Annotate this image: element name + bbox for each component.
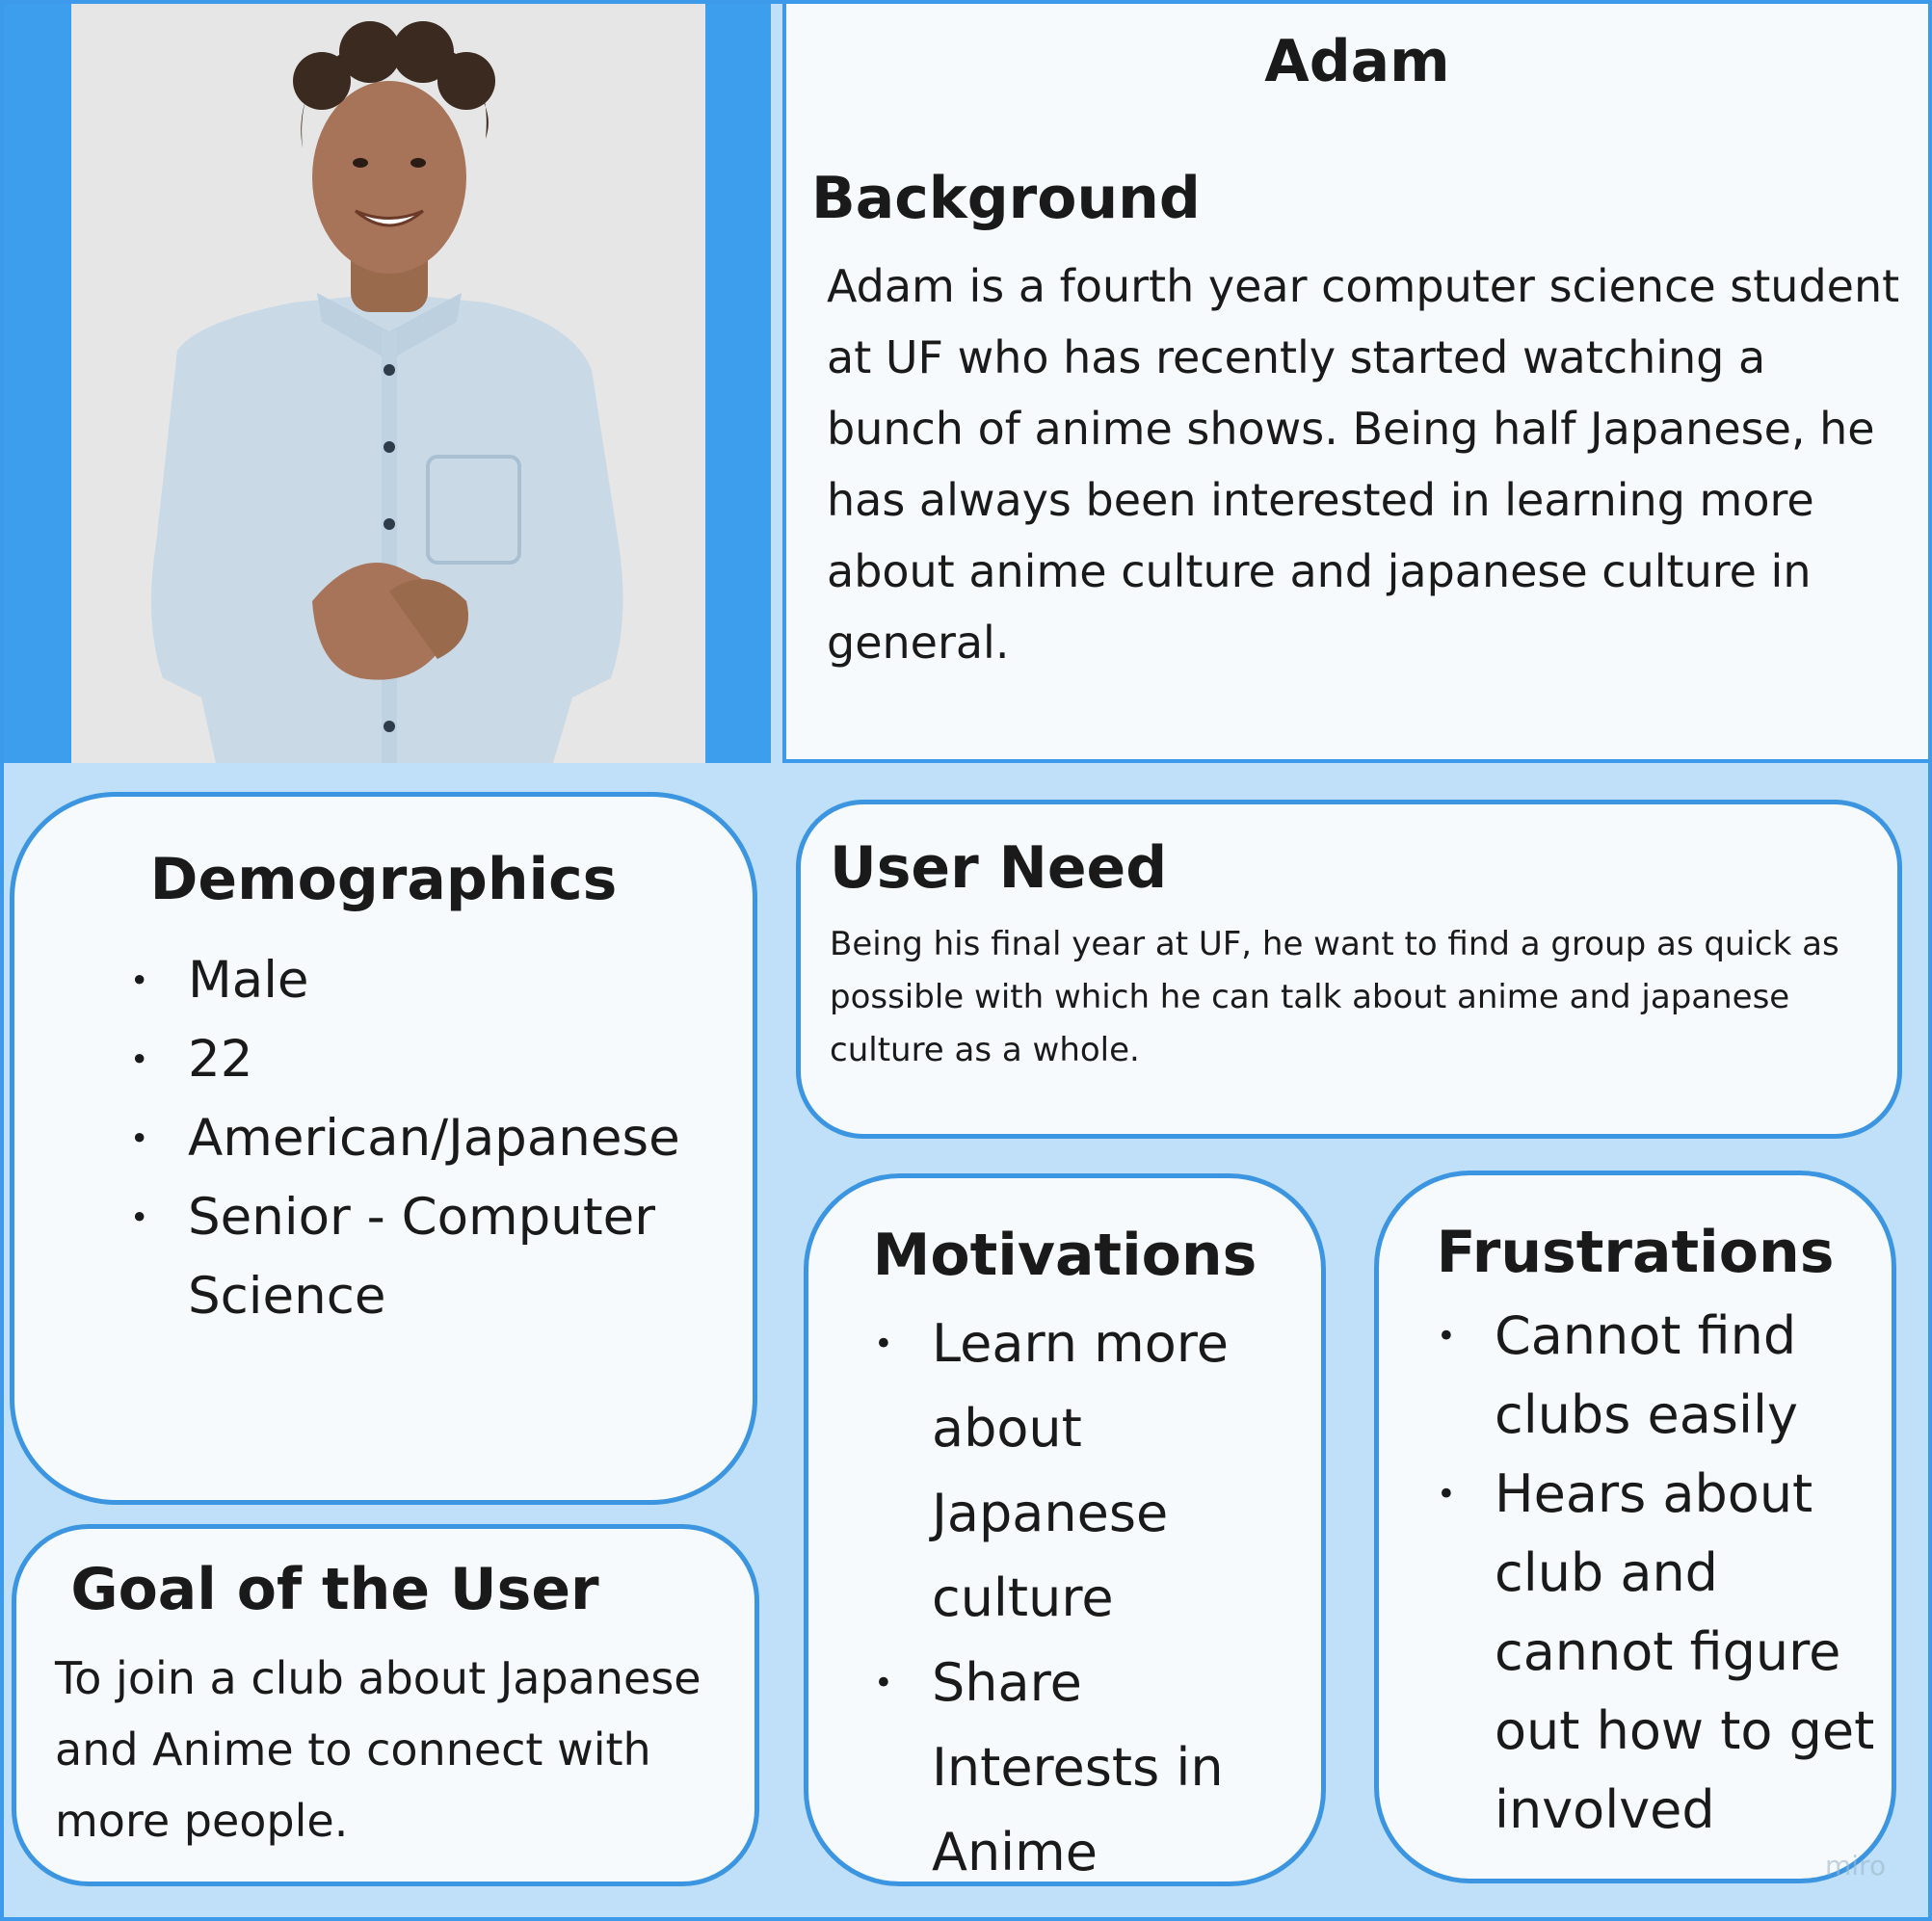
goal-card: Goal of the User To join a club about Ja…	[12, 1524, 759, 1886]
demographics-card: Demographics Male 22 American/Japanese S…	[10, 792, 757, 1505]
photo-frame	[4, 4, 771, 763]
frustrations-heading: Frustrations	[1436, 1219, 1835, 1286]
frustrations-card: Frustrations Cannot find clubs easily He…	[1374, 1171, 1896, 1883]
watermark: miro	[1825, 1850, 1887, 1882]
goal-text: To join a club about Japanese and Anime …	[55, 1652, 701, 1847]
user-need-text: Being his final year at UF, he want to f…	[830, 925, 1839, 1069]
demographics-list: Male 22 American/Japanese Senior - Compu…	[130, 941, 747, 1336]
motivations-heading: Motivations	[872, 1222, 1257, 1289]
goal-heading: Goal of the User	[70, 1556, 599, 1623]
user-need-card: User Need Being his final year at UF, he…	[796, 800, 1902, 1139]
background-heading: Background	[811, 165, 1201, 232]
motivations-list: Learn more about Japanese culture Share …	[874, 1302, 1298, 1895]
frustrations-item: Hears about club and cannot figure out h…	[1437, 1455, 1880, 1850]
user-need-heading: User Need	[830, 834, 1168, 902]
persona-name: Adam	[1264, 28, 1450, 95]
persona-photo	[71, 4, 705, 763]
background-text: Adam is a fourth year computer science s…	[827, 260, 1900, 669]
demographics-item: Male	[130, 941, 747, 1020]
person-illustration	[71, 4, 705, 763]
frustrations-item: Cannot find clubs easily	[1437, 1297, 1880, 1455]
demographics-item: 22	[130, 1020, 747, 1099]
demographics-item: American/Japanese	[130, 1099, 747, 1178]
frustrations-list: Cannot find clubs easily Hears about clu…	[1437, 1297, 1880, 1850]
motivations-card: Motivations Learn more about Japanese cu…	[804, 1173, 1326, 1886]
demographics-item: Senior - Computer Science	[130, 1178, 747, 1336]
motivations-item: Learn more about Japanese culture	[874, 1302, 1298, 1641]
background-card: Adam Background Adam is a fourth year co…	[782, 0, 1932, 763]
motivations-item: Share Interests in Anime	[874, 1641, 1298, 1895]
demographics-heading: Demographics	[149, 846, 618, 913]
